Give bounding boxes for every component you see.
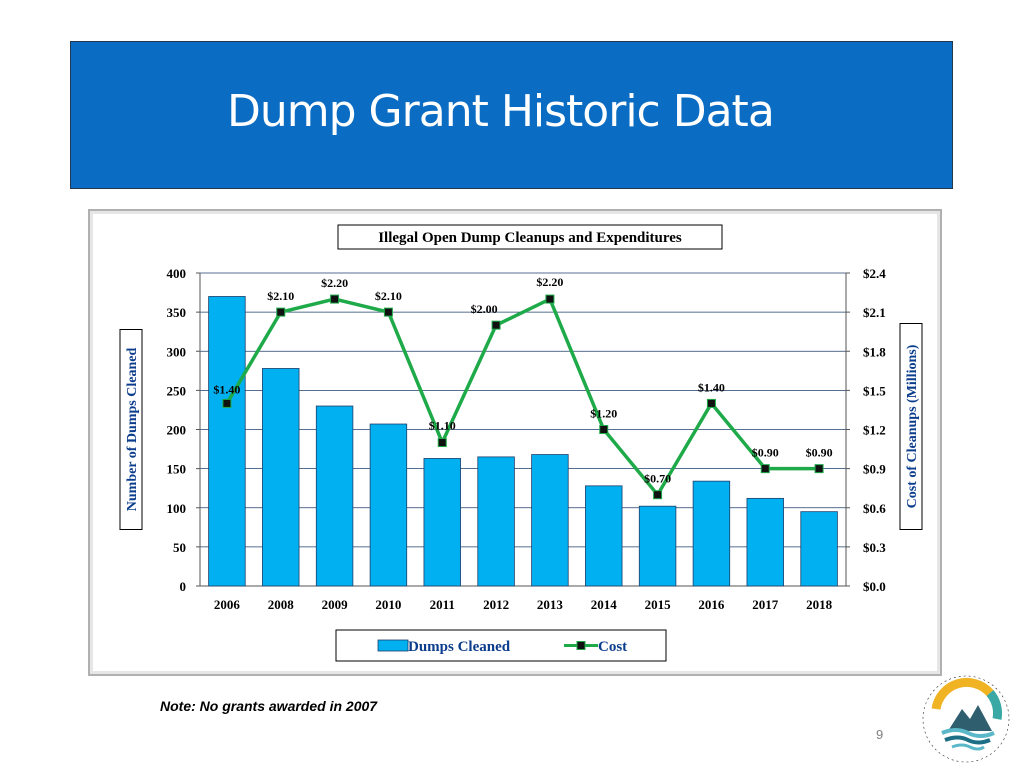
legend-line-label: Cost	[598, 639, 627, 655]
footnote: Note: No grants awarded in 2007	[160, 698, 378, 714]
cost-marker	[383, 307, 393, 317]
bar	[585, 485, 623, 587]
y2-tick-label: $0.0	[863, 579, 886, 594]
x-tick-label: 2016	[698, 597, 725, 612]
legend-line-marker	[576, 641, 586, 650]
x-tick-label: 2011	[430, 597, 455, 612]
cost-data-label: $0.90	[752, 446, 779, 460]
y2-tick-label: $1.5	[863, 383, 886, 398]
y2-axis-title: Cost of Cleanups (Millions)	[905, 344, 920, 508]
cost-data-label: $0.90	[806, 446, 833, 460]
legend-box	[335, 629, 667, 662]
y2-tick-label: $2.1	[863, 305, 886, 320]
x-tick-label: 2009	[322, 597, 349, 612]
chart-title-box	[337, 224, 723, 250]
y-tick-label: 300	[167, 344, 187, 359]
x-tick-label: 2012	[483, 597, 509, 612]
cost-marker	[491, 320, 501, 330]
cost-marker	[653, 490, 663, 500]
y-tick-label: 350	[167, 305, 187, 320]
cost-data-label: $2.10	[267, 289, 294, 303]
y-tick-label: 50	[173, 540, 186, 555]
bar	[638, 505, 677, 587]
y2-tick-label: $2.4	[863, 266, 886, 281]
y-tick-label: 400	[167, 266, 187, 281]
bar	[800, 511, 838, 587]
bar	[369, 423, 408, 587]
x-tick-label: 2010	[375, 597, 401, 612]
cost-marker	[437, 438, 447, 448]
cost-marker	[706, 398, 716, 408]
bar	[746, 497, 784, 587]
bar	[262, 368, 300, 587]
cost-marker	[760, 464, 770, 474]
bar	[692, 480, 731, 587]
cost-data-label: $2.20	[321, 276, 348, 290]
x-tick-label: 2008	[268, 597, 295, 612]
cost-line	[225, 296, 820, 498]
x-tick-label: 2013	[537, 597, 564, 612]
bar	[423, 458, 461, 587]
y2-tick-label: $0.3	[863, 540, 886, 555]
cost-marker	[276, 307, 286, 317]
cost-data-label: $2.20	[536, 275, 563, 289]
cost-marker	[814, 464, 824, 474]
cost-data-label: $0.70	[644, 472, 671, 486]
page-number: 9	[876, 727, 884, 742]
y-tick-label: 100	[167, 501, 187, 516]
legend-bar-label: Dumps Cleaned	[408, 639, 511, 655]
cost-marker	[545, 294, 555, 304]
legend-bar-swatch	[377, 639, 409, 652]
combo-chart: Illegal Open Dump Cleanups and Expenditu…	[119, 224, 923, 662]
cost-marker	[599, 425, 609, 434]
bar	[315, 405, 354, 587]
cost-data-label: $2.10	[375, 289, 402, 303]
y-tick-label: 0	[180, 579, 187, 594]
bar	[208, 296, 246, 587]
y-tick-label: 250	[167, 383, 187, 398]
cabinet-logo	[922, 675, 1010, 763]
chart-title: Illegal Open Dump Cleanups and Expenditu…	[378, 230, 682, 246]
x-tick-label: 2006	[214, 597, 241, 612]
x-tick-label: 2015	[645, 597, 672, 612]
y-tick-label: 150	[167, 462, 187, 477]
y-tick-label: 200	[167, 423, 187, 438]
y2-tick-label: $0.6	[863, 501, 886, 516]
bar	[531, 454, 569, 587]
title-banner: Dump Grant Historic Data	[70, 41, 953, 189]
bar	[477, 456, 515, 587]
x-tick-label: 2018	[806, 597, 833, 612]
slide-title: Dump Grant Historic Data	[227, 86, 775, 137]
cost-data-label: $1.10	[429, 419, 456, 433]
cost-marker	[222, 398, 232, 408]
x-tick-label: 2014	[591, 597, 618, 612]
x-tick-label: 2017	[752, 597, 779, 612]
y-axis-title: Number of Dumps Cleaned	[125, 348, 140, 512]
y2-tick-label: $1.2	[863, 423, 886, 438]
y2-tick-label: $0.9	[863, 462, 886, 477]
cost-data-label: $2.00	[471, 302, 498, 316]
y2-axis-title-box	[899, 323, 923, 530]
cost-data-label: $1.20	[590, 407, 617, 421]
y-axis-title-box	[119, 329, 143, 530]
cost-marker	[330, 294, 340, 304]
y2-tick-label: $1.8	[863, 344, 886, 359]
cost-data-label: $1.40	[213, 382, 240, 396]
cost-data-label: $1.40	[698, 380, 725, 394]
